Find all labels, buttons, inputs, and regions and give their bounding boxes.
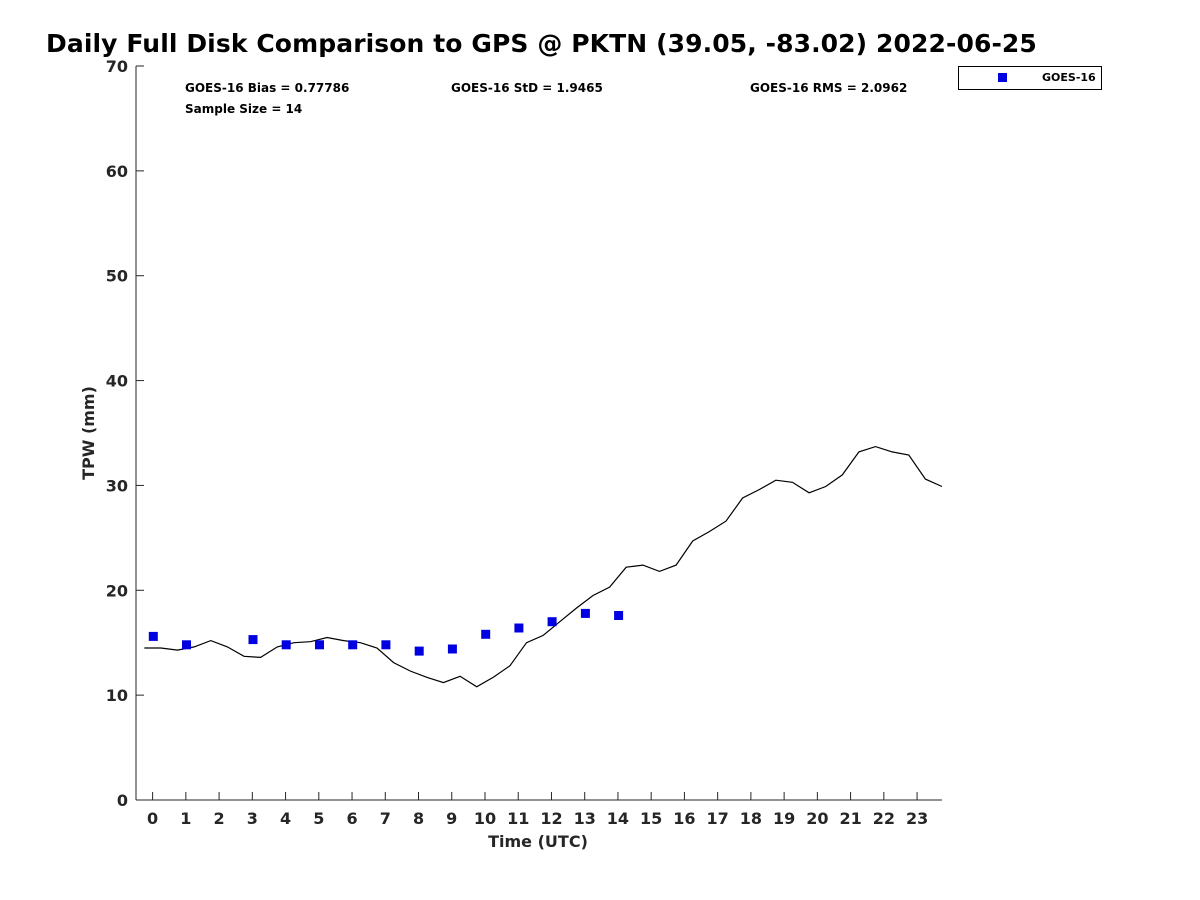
x-tick-label: 3 [247, 809, 258, 828]
bias-stat: GOES-16 Bias = 0.77786 [185, 81, 349, 95]
x-tick-label: 0 [147, 809, 158, 828]
x-tick-label: 15 [640, 809, 662, 828]
goes16-point [381, 640, 391, 650]
x-tick-label: 11 [507, 809, 529, 828]
std-stat: GOES-16 StD = 1.9465 [451, 81, 603, 95]
y-axis-label: TPW (mm) [79, 386, 98, 480]
chart-title: Daily Full Disk Comparison to GPS @ PKTN… [46, 29, 1037, 58]
goes16-point [315, 640, 324, 650]
x-tick-label: 1 [180, 809, 191, 828]
y-tick-label: 50 [106, 267, 128, 286]
goes16-point [547, 617, 557, 627]
x-tick-label: 19 [773, 809, 795, 828]
x-tick-label: 13 [574, 809, 596, 828]
x-tick-label: 12 [540, 809, 562, 828]
goes16-point [447, 644, 457, 654]
x-tick-label: 9 [446, 809, 457, 828]
y-tick-label: 60 [106, 162, 128, 181]
legend-label-goes16: GOES-16 [1042, 71, 1096, 84]
legend-marker-goes16 [998, 73, 1007, 82]
x-tick-label: 23 [906, 809, 928, 828]
rms-stat: GOES-16 RMS = 2.0962 [750, 81, 907, 95]
x-tick-label: 20 [806, 809, 828, 828]
goes16-point [614, 611, 624, 620]
y-tick-label: 30 [106, 476, 128, 495]
goes16-point [182, 640, 191, 650]
legend-box [958, 66, 1102, 90]
goes16-point [248, 635, 258, 645]
goes16-point [281, 640, 291, 650]
x-tick-label: 17 [707, 809, 729, 828]
goes16-point [580, 608, 590, 618]
goes16-point [414, 646, 424, 656]
gps-tpw-line [144, 445, 943, 688]
x-tick-label: 6 [346, 809, 357, 828]
y-tick-label: 40 [106, 372, 128, 391]
x-tick-label: 18 [740, 809, 762, 828]
sample-size-stat: Sample Size = 14 [185, 102, 302, 116]
x-tick-label: 7 [380, 809, 391, 828]
x-tick-label: 10 [474, 809, 496, 828]
x-tick-label: 5 [313, 809, 324, 828]
y-tick-label: 0 [117, 791, 128, 810]
x-tick-label: 16 [673, 809, 695, 828]
y-tick-label: 70 [106, 57, 128, 76]
x-tick-label: 14 [607, 809, 629, 828]
x-tick-label: 8 [413, 809, 424, 828]
x-tick-label: 2 [214, 809, 225, 828]
goes16-point [514, 623, 524, 633]
goes16-point [348, 640, 358, 650]
x-tick-label: 22 [873, 809, 895, 828]
x-tick-label: 4 [280, 809, 291, 828]
goes16-point [148, 631, 158, 641]
y-tick-label: 20 [106, 581, 128, 600]
y-tick-label: 10 [106, 686, 128, 705]
x-tick-label: 21 [839, 809, 861, 828]
x-axis-label: Time (UTC) [488, 832, 588, 851]
goes16-point [481, 629, 491, 639]
